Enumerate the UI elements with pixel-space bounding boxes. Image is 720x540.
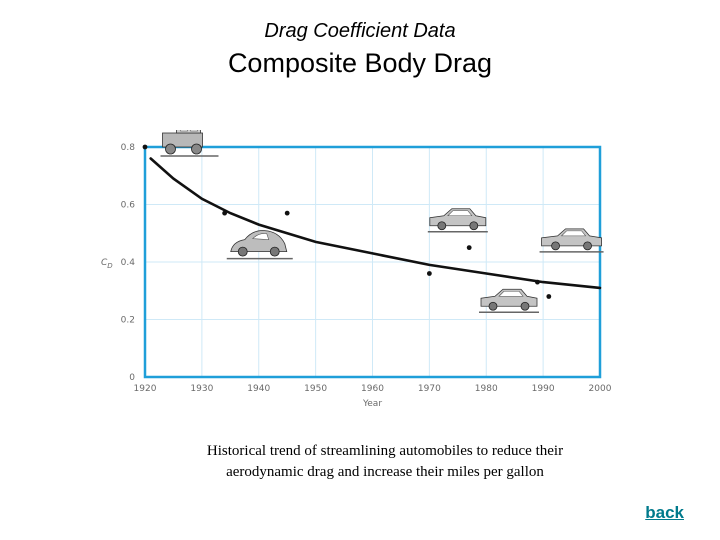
grid-layer: [144, 146, 601, 378]
x-tick-label: 2000: [589, 384, 612, 394]
x-tick-label: 1990: [532, 384, 555, 394]
y-tick-label: 0.2: [121, 316, 135, 326]
x-tick-label: 1980: [475, 384, 498, 394]
x-tick-label: 1940: [247, 384, 270, 394]
data-point: [466, 245, 472, 251]
trend-line: [149, 157, 602, 290]
y-tick-label: 0: [129, 373, 135, 383]
data-point: [546, 294, 552, 299]
1940s-coupe-icon: [226, 230, 293, 260]
y-tick-label: 0.4: [121, 258, 136, 268]
x-tick-label: 1960: [361, 384, 384, 394]
y-tick-label: 0.8: [121, 143, 136, 153]
x-tick-label: 1970: [418, 384, 441, 394]
back-link[interactable]: back: [645, 503, 684, 522]
x-tick-label: 1930: [190, 384, 213, 394]
y-axis-label: CD: [101, 258, 113, 270]
y-tick-label: 0.6: [121, 201, 136, 211]
data-point: [284, 210, 290, 216]
1980s-sedan-icon: [479, 288, 539, 313]
data-point: [535, 279, 540, 285]
curve-layer: [149, 157, 602, 290]
x-tick-label: 1950: [304, 384, 327, 394]
point-layer: [142, 144, 552, 299]
slide-title: Composite Body Drag: [227, 48, 493, 78]
x-tick-label: 1920: [134, 384, 157, 394]
caption-line-1: Historical trend of streamlining automob…: [206, 443, 564, 459]
plot-frame: [143, 145, 602, 379]
1970s-sedan-icon: [427, 208, 488, 233]
x-axis-label: Year: [362, 399, 382, 409]
slide-subtitle: Drag Coefficient Data: [264, 20, 456, 42]
caption-line-2: aerodynamic drag and increase their mile…: [226, 464, 544, 480]
data-point: [142, 144, 148, 150]
tick-layer: 1920 1930 1940 1950 1960 1970 1980 1990 2000 0 0.2…: [121, 143, 612, 394]
data-point: [222, 210, 228, 216]
chart-caption: Historical trend of streamlining automob…: [150, 441, 620, 483]
icon-layer: [160, 130, 604, 313]
1920s-sedan-icon: [160, 130, 219, 157]
1990s-sedan-icon: [539, 228, 604, 253]
data-point: [426, 271, 432, 276]
drag-coefficient-chart: 1920 1930 1940 1950 1960 1970 1980 1990 2000 0 0.2…: [101, 130, 612, 409]
